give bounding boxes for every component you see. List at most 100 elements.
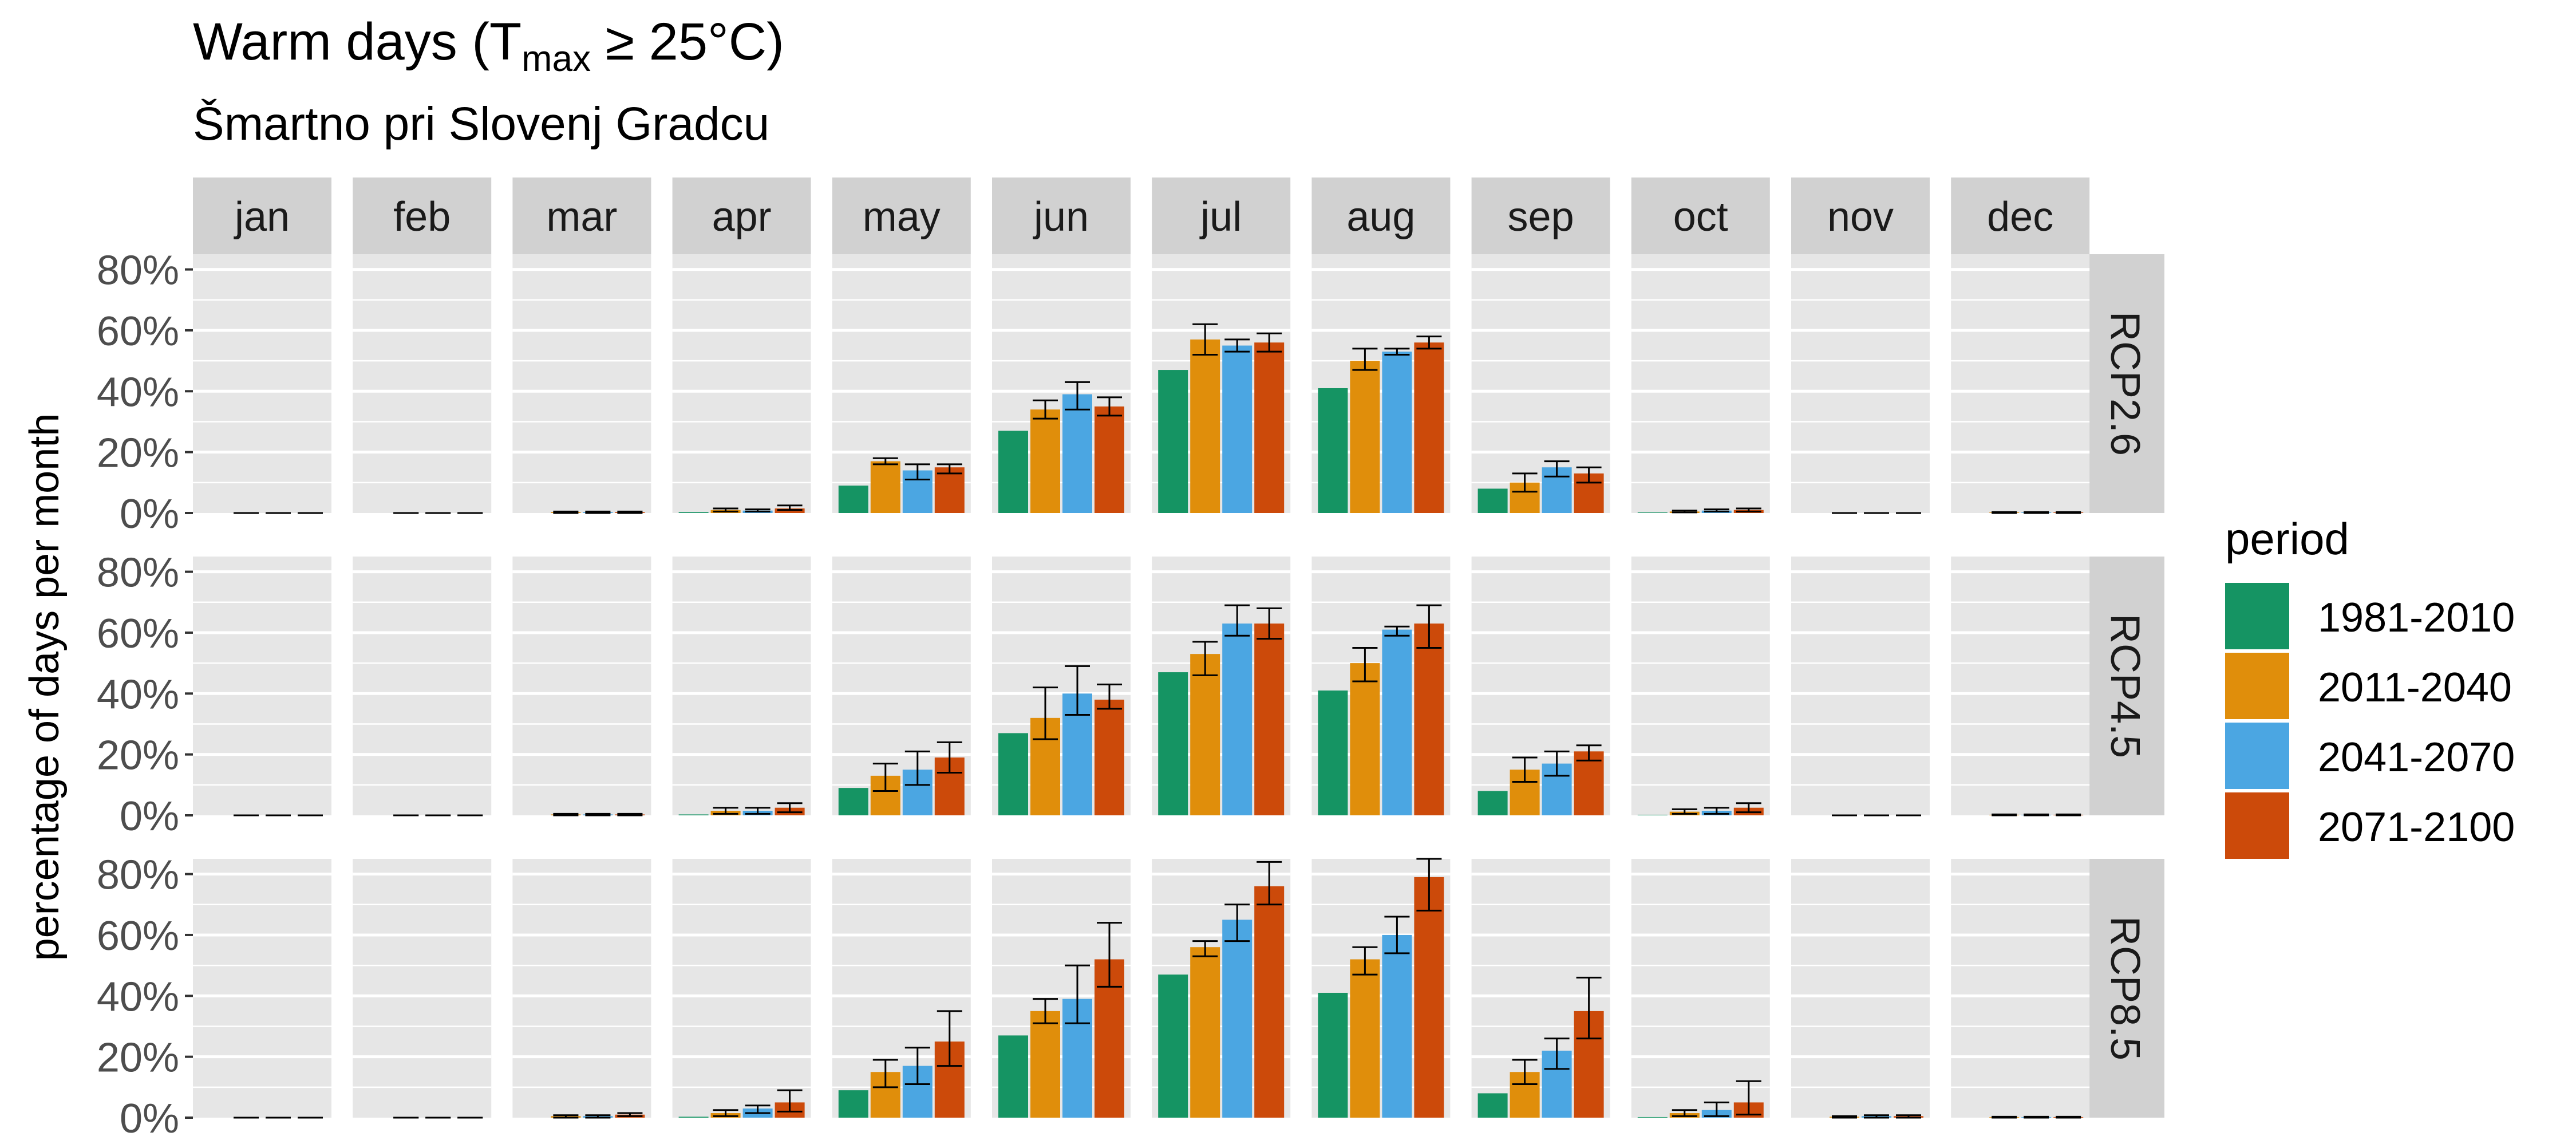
errorbar-RCP2.6-oct-2071-2100 (1736, 507, 1761, 512)
errorbar-RCP8.5-mar-2041-2070 (585, 1114, 611, 1119)
strip-dec (1951, 177, 2090, 254)
strip-label-RCP4.5: RCP4.5 (2102, 614, 2148, 758)
errorbar-RCP8.5-dec-2011-2040 (1992, 1115, 2017, 1119)
bar-RCP8.5-sep-1981-2010 (1477, 1093, 1508, 1118)
panel-RCP8.5-mar (512, 859, 651, 1118)
bar-RCP8.5-aug-2071-2100 (1414, 877, 1444, 1118)
strip-oct (1631, 177, 1770, 254)
legend-label-2071-2100: 2071-2100 (2318, 804, 2515, 850)
errorbar-RCP4.5-mar-2041-2070 (585, 812, 611, 816)
panel-RCP4.5-feb (353, 557, 492, 815)
bar-RCP2.6-jul-2041-2070 (1222, 345, 1253, 513)
panel-RCP2.6-mar (512, 254, 651, 513)
y-tick-label: 60% (97, 309, 179, 354)
chart-subtitle: Šmartno pri Slovenj Gradcu (193, 98, 769, 150)
errorbar-RCP8.5-may-2071-2100 (937, 1010, 962, 1067)
errorbar-RCP8.5-aug-2041-2070 (1384, 916, 1410, 954)
bar-RCP8.5-jul-2041-2070 (1222, 920, 1253, 1118)
errorbar-RCP8.5-oct-2071-2100 (1736, 1080, 1761, 1116)
strip-apr (672, 177, 811, 254)
y-tick-label: 0% (120, 491, 179, 537)
bar-RCP2.6-may-2011-2040 (870, 461, 900, 513)
errorbar-RCP8.5-nov-2041-2070 (1864, 1114, 1889, 1119)
strip-label-sep: sep (1508, 194, 1574, 240)
errorbar-RCP2.6-jul-2071-2100 (1257, 332, 1282, 353)
errorbar-RCP4.5-dec-2041-2070 (2024, 813, 2049, 816)
errorbar-RCP4.5-apr-2041-2070 (745, 807, 771, 815)
errorbar-RCP2.6-jul-2041-2070 (1224, 338, 1250, 353)
errorbar-RCP8.5-sep-2041-2070 (1544, 1037, 1570, 1070)
y-tick-label: 20% (97, 1035, 179, 1081)
y-tick-label: 60% (97, 913, 179, 959)
bar-RCP2.6-aug-1981-2010 (1318, 388, 1348, 513)
errorbar-RCP8.5-apr-2011-2040 (713, 1109, 738, 1117)
strip-jun (992, 177, 1131, 254)
bar-RCP8.5-aug-2041-2070 (1382, 934, 1412, 1118)
bar-RCP2.6-jun-2011-2040 (1030, 409, 1060, 513)
errorbar-RCP2.6-mar-2071-2100 (617, 510, 643, 514)
errorbar-RCP8.5-sep-2071-2100 (1576, 976, 1602, 1040)
errorbar-RCP8.5-may-2041-2070 (904, 1047, 930, 1086)
errorbar-RCP4.5-apr-2071-2100 (777, 802, 803, 814)
bar-RCP2.6-jul-2011-2040 (1190, 339, 1220, 513)
errorbar-RCP2.6-dec-2041-2070 (2024, 511, 2049, 514)
strip-aug (1311, 177, 1451, 254)
errorbar-RCP2.6-apr-2011-2040 (713, 507, 738, 512)
errorbar-RCP4.5-oct-2011-2040 (1672, 808, 1697, 815)
bar-RCP8.5-aug-2011-2040 (1350, 959, 1380, 1118)
errorbar-RCP4.5-aug-2071-2100 (1416, 604, 1442, 649)
y-tick-label: 80% (97, 853, 179, 898)
errorbar-RCP2.6-sep-2071-2100 (1576, 466, 1602, 484)
strip-sep (1471, 177, 1610, 254)
panel-RCP8.5-nov (1791, 859, 1930, 1118)
bar-RCP2.6-aug-2011-2040 (1350, 361, 1380, 513)
bar-RCP8.5-jun-2011-2040 (1030, 1011, 1060, 1118)
bar-RCP8.5-jul-2011-2040 (1190, 947, 1220, 1118)
panels: jan feb mar apr may jun jul aug sep oct nov dec RCP2… (97, 177, 2164, 1142)
bar-RCP8.5-apr-1981-2010 (678, 1117, 709, 1118)
strip-RCP4.5 (2088, 557, 2164, 815)
y-tick-label: 0% (120, 794, 179, 839)
errorbar-RCP8.5-dec-2041-2070 (2024, 1115, 2049, 1119)
bar-RCP2.6-jul-2071-2100 (1254, 342, 1285, 513)
panel-RCP2.6-apr (672, 254, 811, 513)
y-tick-label: 80% (97, 248, 179, 294)
panel-RCP8.5-feb (353, 859, 492, 1118)
legend-label-2041-2070: 2041-2070 (2318, 735, 2515, 780)
errorbar-RCP8.5-oct-2041-2070 (1704, 1101, 1729, 1117)
errorbar-RCP8.5-jun-2011-2040 (1033, 998, 1058, 1024)
bar-RCP4.5-aug-2071-2100 (1414, 623, 1444, 815)
errorbar-RCP8.5-nov-2011-2040 (1832, 1115, 1857, 1119)
panel-RCP4.5-jan (193, 557, 331, 815)
legend-key-2041-2070 (2225, 723, 2289, 789)
errorbar-RCP4.5-dec-2011-2040 (1992, 813, 2017, 816)
y-tick-label: 20% (97, 733, 179, 779)
strip-jan (193, 177, 331, 254)
errorbar-RCP8.5-sep-2011-2040 (1512, 1059, 1538, 1086)
strip-RCP2.6 (2088, 254, 2164, 513)
bar-RCP2.6-oct-1981-2010 (1637, 512, 1668, 513)
legend-title: period (2225, 514, 2349, 564)
errorbar-RCP8.5-apr-2071-2100 (777, 1089, 803, 1113)
panel-RCP4.5-oct (1631, 557, 1770, 815)
errorbar-RCP4.5-jun-2071-2100 (1097, 683, 1122, 710)
errorbar-RCP4.5-jul-2071-2100 (1257, 607, 1282, 640)
errorbar-RCP8.5-apr-2041-2070 (745, 1104, 771, 1114)
bar-RCP8.5-may-1981-2010 (838, 1090, 868, 1118)
panel-RCP2.6-jan (193, 254, 331, 513)
errorbar-RCP4.5-oct-2071-2100 (1736, 802, 1761, 814)
panel-RCP8.5-dec (1951, 859, 2090, 1118)
errorbar-RCP2.6-sep-2011-2040 (1512, 472, 1538, 493)
strip-label-jul: jul (1199, 194, 1242, 240)
panel-RCP2.6-sep (1471, 254, 1610, 513)
panel-RCP4.5-apr (672, 557, 811, 815)
errorbar-RCP8.5-oct-2011-2040 (1672, 1109, 1697, 1117)
errorbar-RCP8.5-aug-2071-2100 (1416, 858, 1442, 912)
errorbar-RCP2.6-dec-2011-2040 (1992, 511, 2017, 514)
bar-RCP2.6-jun-1981-2010 (998, 431, 1028, 513)
bar-RCP2.6-may-1981-2010 (838, 486, 868, 513)
errorbar-RCP2.6-oct-2011-2040 (1672, 510, 1697, 514)
bar-RCP2.6-aug-2041-2070 (1382, 352, 1412, 513)
